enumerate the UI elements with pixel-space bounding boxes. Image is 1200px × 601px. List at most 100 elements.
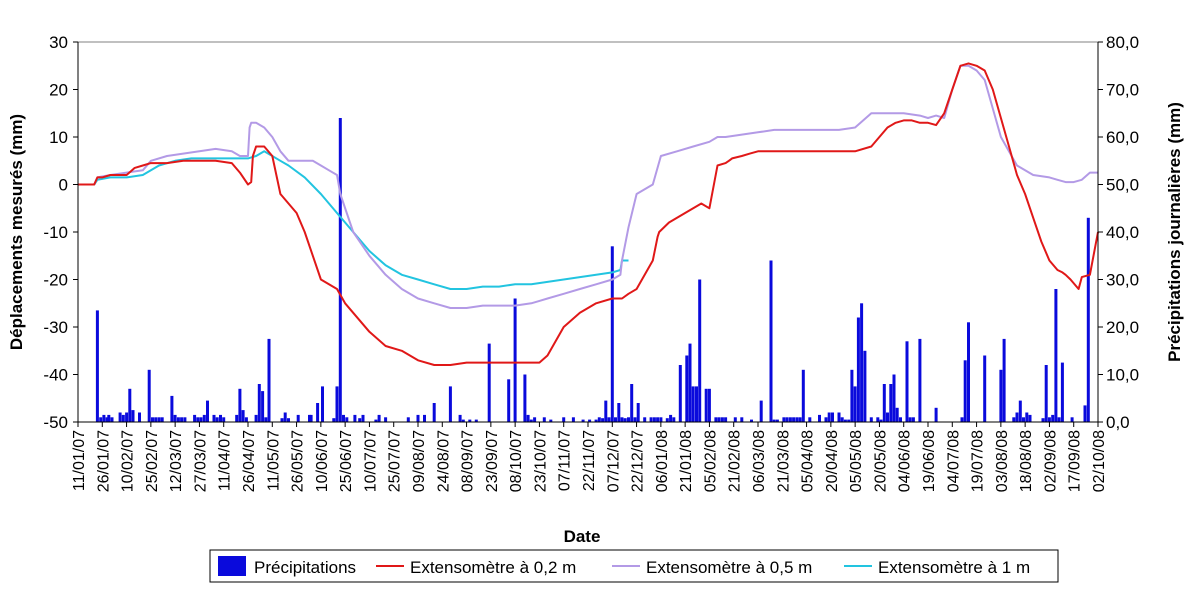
precip-bar bbox=[1044, 365, 1048, 422]
precip-bar bbox=[750, 419, 753, 422]
precip-bar bbox=[257, 384, 261, 422]
x-axis-title: Date bbox=[564, 527, 601, 546]
x-tick-label: 26/05/07 bbox=[290, 430, 307, 492]
precip-bar bbox=[151, 417, 154, 423]
left-tick-label: -50 bbox=[43, 413, 68, 432]
x-tick-label: 05/04/08 bbox=[800, 430, 817, 492]
right-tick-label: 60,0 bbox=[1106, 128, 1139, 147]
left-tick-label: 20 bbox=[49, 81, 68, 100]
precip-bar bbox=[665, 418, 669, 422]
precip-bar bbox=[562, 417, 566, 423]
precip-bar bbox=[254, 414, 258, 422]
precip-bar bbox=[636, 403, 640, 422]
precip-bar bbox=[131, 410, 135, 422]
precip-bar bbox=[607, 417, 611, 423]
right-y-axis-title: Précipitations journalières (mm) bbox=[1165, 102, 1184, 362]
precip-bar bbox=[358, 418, 362, 422]
precip-bar bbox=[798, 417, 802, 423]
precip-bar bbox=[374, 419, 378, 422]
tick-labels: 30 20 10 0 -10 -20 -30 -40 -50 80,0 70,0 60,0 50,0 40… bbox=[43, 33, 1139, 492]
precip-bar bbox=[717, 417, 721, 423]
precip-bar bbox=[183, 417, 187, 423]
precip-bar bbox=[843, 419, 847, 422]
precip-bar bbox=[125, 412, 129, 422]
precip-bar bbox=[542, 417, 546, 423]
legend-label-ext-1: Extensomètre à 1 m bbox=[878, 558, 1030, 577]
precip-bar bbox=[908, 417, 912, 423]
precip-bar bbox=[1047, 417, 1051, 423]
precip-bar bbox=[818, 414, 821, 422]
ext-02-line bbox=[78, 62, 1099, 366]
x-tick-label: 19/06/08 bbox=[921, 430, 938, 492]
precip-bar bbox=[468, 419, 472, 422]
x-tick-label: 17/09/08 bbox=[1067, 430, 1084, 492]
precip-bar bbox=[170, 395, 174, 422]
precip-bar bbox=[147, 369, 151, 423]
precip-bar bbox=[759, 400, 763, 422]
precip-bar bbox=[698, 279, 702, 422]
x-tick-label: 21/01/08 bbox=[678, 430, 695, 492]
precip-bar bbox=[614, 417, 617, 423]
plot-background bbox=[78, 42, 1098, 422]
precip-bar bbox=[461, 419, 465, 422]
x-tick-label: 25/07/07 bbox=[387, 430, 404, 492]
x-tick-label: 05/05/08 bbox=[848, 430, 865, 492]
precip-bar bbox=[801, 369, 805, 423]
x-tick-label: 24/08/07 bbox=[435, 430, 452, 492]
x-tick-label: 25/02/07 bbox=[144, 430, 161, 492]
left-tick-label: -40 bbox=[43, 366, 68, 385]
precip-bar bbox=[308, 414, 311, 422]
precip-bar bbox=[847, 419, 851, 422]
precip-bar bbox=[860, 303, 864, 423]
precip-bar bbox=[918, 338, 922, 422]
precip-bar bbox=[967, 322, 970, 423]
precip-bar bbox=[1051, 414, 1055, 422]
precip-bar bbox=[960, 417, 964, 423]
precip-bar bbox=[633, 417, 637, 423]
precip-bar bbox=[856, 317, 860, 422]
right-tick-label: 70,0 bbox=[1106, 81, 1139, 100]
precip-bar bbox=[342, 414, 345, 422]
x-tick-label: 06/01/08 bbox=[654, 430, 671, 492]
precip-bar bbox=[831, 412, 834, 422]
precip-bar bbox=[892, 374, 896, 422]
precip-bar bbox=[160, 417, 164, 423]
precip-bar bbox=[704, 388, 708, 423]
precip-bar bbox=[261, 391, 265, 422]
x-tick-label: 22/12/07 bbox=[630, 430, 647, 492]
precip-bar bbox=[244, 417, 248, 423]
precip-bar bbox=[287, 418, 290, 422]
precip-bar bbox=[219, 414, 222, 422]
precip-bar bbox=[620, 417, 624, 423]
precip-bar bbox=[529, 419, 533, 422]
precip-bar bbox=[549, 419, 553, 422]
precip-bar bbox=[792, 417, 796, 423]
precip-bar bbox=[617, 403, 621, 422]
x-tick-label: 26/01/07 bbox=[95, 430, 112, 492]
precip-bar bbox=[688, 343, 692, 422]
precip-bar bbox=[879, 419, 883, 422]
legend: Précipitations Extensomètre à 0,2 m Exte… bbox=[209, 549, 1059, 583]
precip-bar bbox=[206, 400, 209, 422]
legend-swatch-precipitations bbox=[218, 556, 246, 576]
precip-bar bbox=[837, 412, 841, 422]
precip-bar bbox=[720, 417, 724, 423]
precip-bar bbox=[869, 417, 873, 423]
x-tick-label: 25/06/07 bbox=[338, 430, 355, 492]
x-tick-label: 18/08/08 bbox=[1018, 430, 1035, 492]
left-y-axis-title: Déplacements mesurés (mm) bbox=[7, 114, 26, 350]
precip-bar bbox=[597, 417, 601, 423]
precip-bar bbox=[513, 298, 517, 422]
precip-bar bbox=[853, 386, 857, 422]
precip-bar bbox=[934, 407, 938, 423]
x-tick-label: 10/07/07 bbox=[362, 430, 379, 492]
extensometer-lines bbox=[78, 62, 1099, 366]
precip-bar bbox=[1028, 414, 1032, 422]
precip-bar bbox=[332, 418, 336, 422]
precip-bar bbox=[1041, 418, 1045, 422]
right-tick-label: 20,0 bbox=[1106, 318, 1139, 337]
x-tick-label: 26/04/07 bbox=[241, 430, 258, 492]
precip-bar bbox=[594, 419, 598, 422]
precip-bar bbox=[695, 386, 698, 422]
precip-bar bbox=[672, 417, 676, 423]
